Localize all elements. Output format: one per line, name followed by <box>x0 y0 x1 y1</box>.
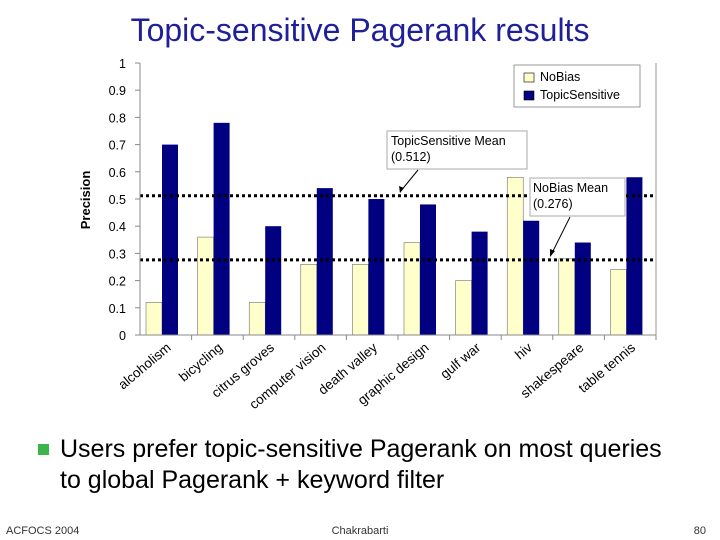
bullet-point: Users prefer topic-sensitive Pagerank on… <box>38 434 678 496</box>
legend-label-topicsensitive: TopicSensitive <box>540 88 620 102</box>
bar-topicsensitive-graphic-design <box>420 204 436 335</box>
bar-topicsensitive-alcoholism <box>162 144 178 335</box>
y-axis-label: Precision <box>78 171 93 230</box>
bar-topicsensitive-citrus-groves <box>265 226 282 335</box>
legend-box <box>513 64 641 108</box>
x-tick-label-hiv: hiv <box>512 340 535 363</box>
bar-nobias-death-valley <box>352 264 369 336</box>
nobias-mean-value: (0.276) <box>533 197 573 211</box>
y-tick-label: 1 <box>119 57 126 71</box>
y-tick-label: 0.1 <box>109 302 126 316</box>
bar-topicsensitive-computer-vision <box>316 188 333 335</box>
bar-nobias-computer-vision <box>300 264 318 336</box>
footer-author: Chakrabarti <box>331 525 389 537</box>
bar-topicsensitive-gulf-war <box>471 231 488 335</box>
legend-swatch-topicsensitive <box>523 90 535 101</box>
x-tick-label-bicycling: bicycling <box>176 340 225 385</box>
bar-topicsensitive-death-valley <box>368 199 385 335</box>
legend-swatch-nobias <box>523 72 535 83</box>
topicsensitive-mean-label: TopicSensitive Mean <box>391 134 506 148</box>
nobias-mean-pointer <box>550 216 571 256</box>
bar-topicsensitive-table-tennis <box>626 177 643 335</box>
bar-nobias-gulf-war <box>455 280 472 336</box>
y-tick-label: 0.7 <box>109 139 126 153</box>
footer-conference: ACFOCS 2004 <box>6 525 80 537</box>
nobias-mean-pointer-head <box>550 249 555 257</box>
nobias-mean-callout-box <box>529 177 626 217</box>
x-tick-label-gulf-war: gulf war <box>437 339 483 381</box>
topicsensitive-mean-callout: TopicSensitive Mean (0.512) <box>386 130 528 193</box>
bar-topicsensitive-bicycling <box>213 122 230 335</box>
legend: NoBias TopicSensitive <box>513 64 641 108</box>
bar-nobias-bicycling <box>197 236 214 336</box>
topicsensitive-mean-pointer-head <box>399 186 404 193</box>
footer-page-number: 80 <box>693 525 706 537</box>
y-tick-label: 0.6 <box>109 166 126 180</box>
nobias-mean-callout: NoBias Mean (0.276) <box>529 177 626 257</box>
y-tick-label: 0.5 <box>109 193 126 207</box>
bar-nobias-graphic-design <box>403 242 421 336</box>
bar-nobias-citrus-groves <box>248 302 266 336</box>
precision-bar-chart: 0 0.1 0.2 0.3 0.4 0.5 0.6 0.7 0.8 0.9 1 alcoholism… <box>78 57 657 412</box>
topicsensitive-mean-callout-box <box>386 130 528 170</box>
y-tick-label: 0.2 <box>109 275 126 289</box>
bar-nobias-table-tennis <box>610 269 627 336</box>
y-tick-label: 0.9 <box>109 84 126 98</box>
x-tick-label-alcoholism: alcoholism <box>115 340 174 392</box>
bar-nobias-shakespeare <box>558 258 576 336</box>
bar-topicsensitive-hiv <box>523 220 540 335</box>
y-tick-label: 0 <box>119 329 126 343</box>
y-tick-label: 0.3 <box>109 247 126 261</box>
x-tick-label-table-tennis: table tennis <box>576 340 639 396</box>
legend-label-nobias: NoBias <box>540 70 580 84</box>
y-tick-label: 0.4 <box>109 220 126 234</box>
bullet-marker-icon <box>38 444 49 455</box>
y-tick-label: 0.8 <box>109 111 126 125</box>
slide-title: Topic-sensitive Pagerank results <box>130 12 590 48</box>
bar-nobias-alcoholism <box>145 302 163 336</box>
nobias-mean-label: NoBias Mean <box>533 181 608 195</box>
bullet-text: Users prefer topic-sensitive Pagerank on… <box>60 435 662 494</box>
topicsensitive-mean-value: (0.512) <box>391 150 431 164</box>
bar-nobias-hiv <box>506 176 524 336</box>
bar-topicsensitive-shakespeare <box>574 242 591 335</box>
